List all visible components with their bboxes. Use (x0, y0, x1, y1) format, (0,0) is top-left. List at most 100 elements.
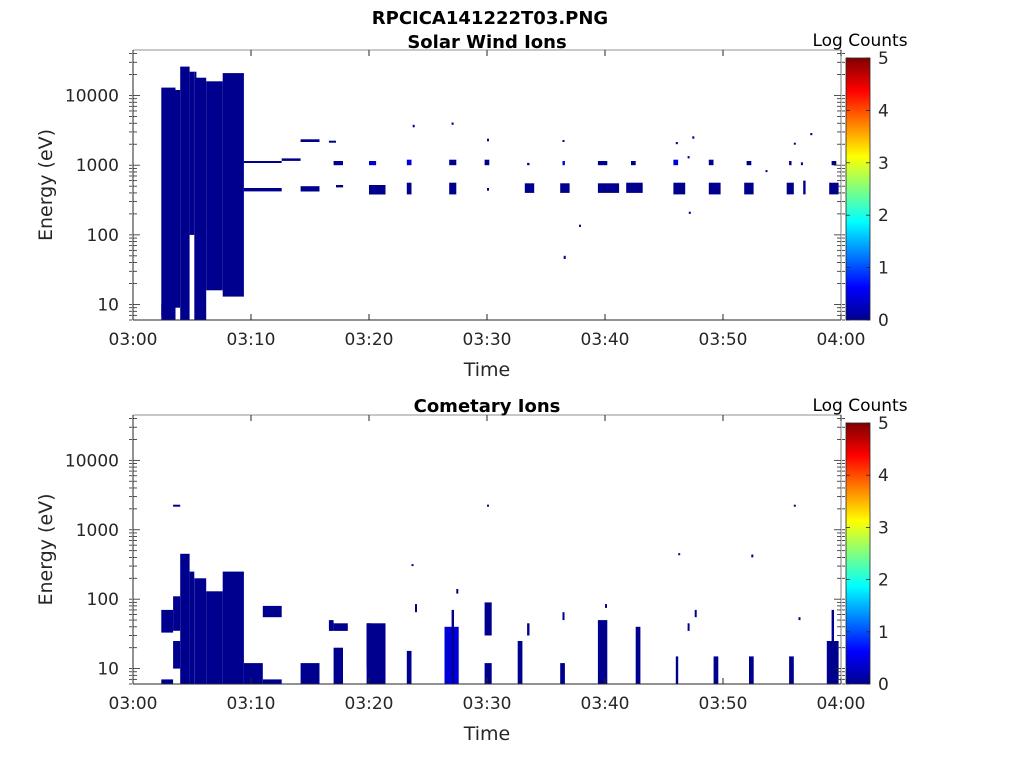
heatmap-cell (688, 211, 691, 214)
heatmap-cell (562, 612, 565, 621)
panel-title: Solar Wind Ions (407, 32, 566, 53)
heatmap-cells (161, 504, 839, 684)
heatmap-cell (517, 641, 523, 684)
heatmap-cell (487, 138, 489, 142)
x-tick-label: 03:00 (109, 694, 158, 714)
y-tick-label: 10 (97, 296, 119, 316)
y-axis-label: Energy (eV) (35, 129, 57, 241)
y-tick-label: 10 (97, 660, 119, 680)
x-tick-label: 03:00 (109, 330, 158, 350)
heatmap-cell (692, 136, 695, 139)
heatmap-cell (328, 140, 336, 143)
heatmap-cell (194, 578, 207, 684)
heatmap-cell (175, 90, 181, 308)
colorbar-tick-label: 5 (878, 49, 889, 69)
heatmap-cell (803, 180, 806, 195)
heatmap-cell (708, 182, 721, 195)
x-tick-label: 03:40 (581, 330, 630, 350)
colorbar-tick-label: 3 (878, 154, 889, 174)
colorbar: Log Counts 0 1 2 3 4 5 (812, 396, 907, 695)
heatmap-cell (749, 656, 754, 684)
colorbar-tick-label: 3 (878, 518, 889, 538)
heatmap-cell (751, 554, 754, 558)
colorbar-gradient (845, 422, 871, 685)
heatmap-cell (579, 224, 581, 227)
y-axis-label: Energy (eV) (35, 493, 57, 605)
panel-title: Cometary Ions (414, 396, 561, 417)
heatmap-cell (673, 159, 679, 166)
heatmap-cell (243, 188, 282, 192)
heatmap-cell (222, 571, 244, 684)
heatmap-cell (161, 87, 176, 316)
heatmap-cell (562, 140, 565, 142)
heatmap-cell (563, 255, 566, 259)
heatmap-cell (678, 553, 681, 556)
heatmap-cell (675, 656, 679, 684)
colorbar-tick-label: 2 (878, 571, 889, 591)
x-axis-label: Time (463, 723, 511, 745)
heatmap-cell (262, 605, 282, 618)
heatmap-cell (449, 159, 457, 166)
heatmap-cell (281, 158, 301, 161)
x-tick-label: 03:20 (345, 694, 394, 714)
heatmap-cell (626, 182, 643, 193)
colorbar-tick-label: 2 (878, 206, 889, 226)
colorbar-tick-label: 4 (878, 101, 889, 121)
colorbar-label: Log Counts (812, 396, 907, 416)
heatmap-cell (786, 182, 794, 195)
colorbar: Log Counts 0 1 2 3 4 5 (812, 31, 907, 331)
heatmap-cell (336, 185, 344, 188)
heatmap-cell (369, 161, 377, 166)
y-tick-label: 100 (87, 226, 119, 246)
heatmap-cell (173, 641, 181, 669)
heatmap-cell (635, 626, 641, 684)
heatmap-cell (831, 609, 834, 684)
heatmap-cell (597, 161, 608, 166)
heatmap-cell (597, 620, 608, 684)
heatmap-cell (300, 139, 320, 142)
y-tick-label: 1000 (76, 156, 119, 176)
heatmap-cell (366, 623, 372, 669)
heatmap-cell (369, 185, 386, 195)
heatmap-cell (484, 602, 492, 636)
heatmap-cell (406, 182, 412, 195)
heatmap-cell (713, 656, 719, 684)
heatmap-cell (411, 564, 414, 567)
heatmap-cell (180, 66, 190, 320)
heatmap-cell (744, 182, 754, 195)
heatmap-cell (793, 504, 796, 507)
heatmap-cell (161, 609, 174, 633)
colorbar-tick-label: 0 (878, 675, 889, 695)
heatmap-cell (189, 571, 195, 684)
y-tick-label: 10000 (65, 451, 119, 471)
x-tick-label: 03:40 (581, 694, 630, 714)
heatmap-cell (789, 161, 792, 166)
y-tick-label: 10000 (65, 87, 119, 107)
heatmap-cell (675, 142, 678, 145)
heatmap-cell (687, 623, 690, 631)
heatmap-cell (451, 609, 454, 684)
heatmap-cell (300, 663, 320, 684)
x-tick-label: 03:10 (227, 330, 276, 350)
heatmap-cell (173, 504, 181, 507)
heatmap-cell (206, 591, 223, 684)
x-tick-label: 03:20 (345, 330, 394, 350)
heatmap-cell (222, 73, 244, 297)
heatmap-cell (746, 161, 752, 166)
heatmap-cell (831, 161, 837, 166)
x-axis-label: Time (463, 359, 511, 381)
heatmap-cell (262, 679, 282, 684)
heatmap-cell (194, 77, 207, 320)
colorbar-tick-label: 1 (878, 623, 889, 643)
heatmap-cell (366, 623, 386, 684)
heatmap-cell (189, 71, 195, 235)
x-tick-label: 03:50 (699, 694, 748, 714)
heatmap-cell (484, 159, 490, 166)
heatmap-cell (829, 182, 839, 195)
panel-solar-wind-ions: Solar Wind Ions 03:00 03:10 03:20 03:30 03:40… (35, 31, 908, 381)
heatmap-cell (206, 81, 223, 291)
x-tick-label: 03:30 (463, 330, 512, 350)
heatmap-cell (333, 623, 348, 631)
heatmap-cell (328, 620, 334, 631)
